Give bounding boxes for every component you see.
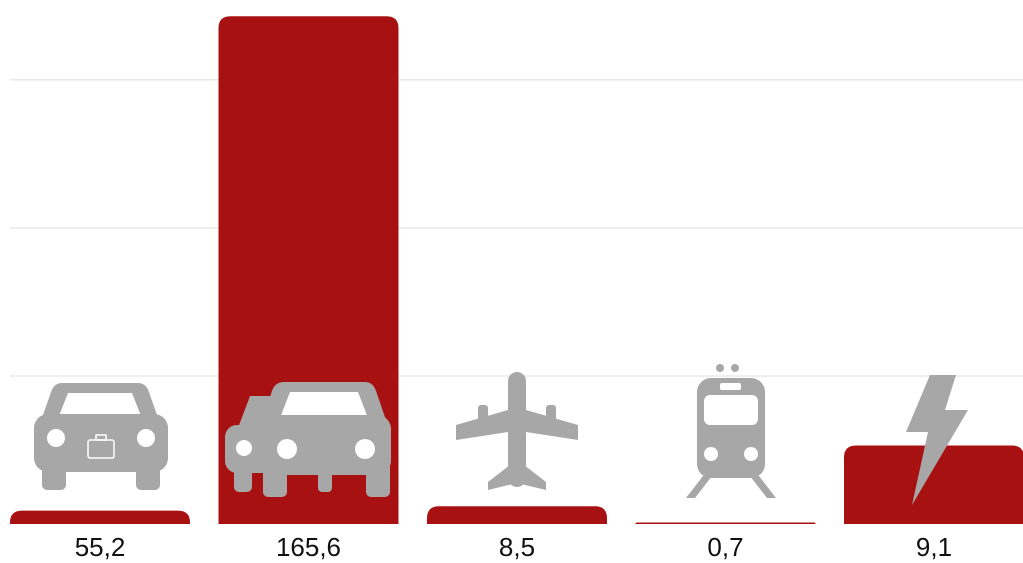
labels: 55,2 165,6 8,5 0,7 9,1 [75,532,952,562]
icon-cars [225,382,391,497]
bar-label: 165,6 [276,532,341,562]
bar-label: 55,2 [75,532,126,562]
bar [635,522,816,524]
icon-lightning [906,375,968,505]
icon-plane [456,372,578,490]
grid [10,79,1023,377]
bar-label: 8,5 [499,532,535,562]
bar-label: 9,1 [916,532,952,562]
bar [427,506,607,524]
bar [844,445,1023,524]
bar-label: 0,7 [707,532,743,562]
icon-train [686,364,776,498]
bar [10,510,190,524]
icon-car-business [34,383,168,490]
